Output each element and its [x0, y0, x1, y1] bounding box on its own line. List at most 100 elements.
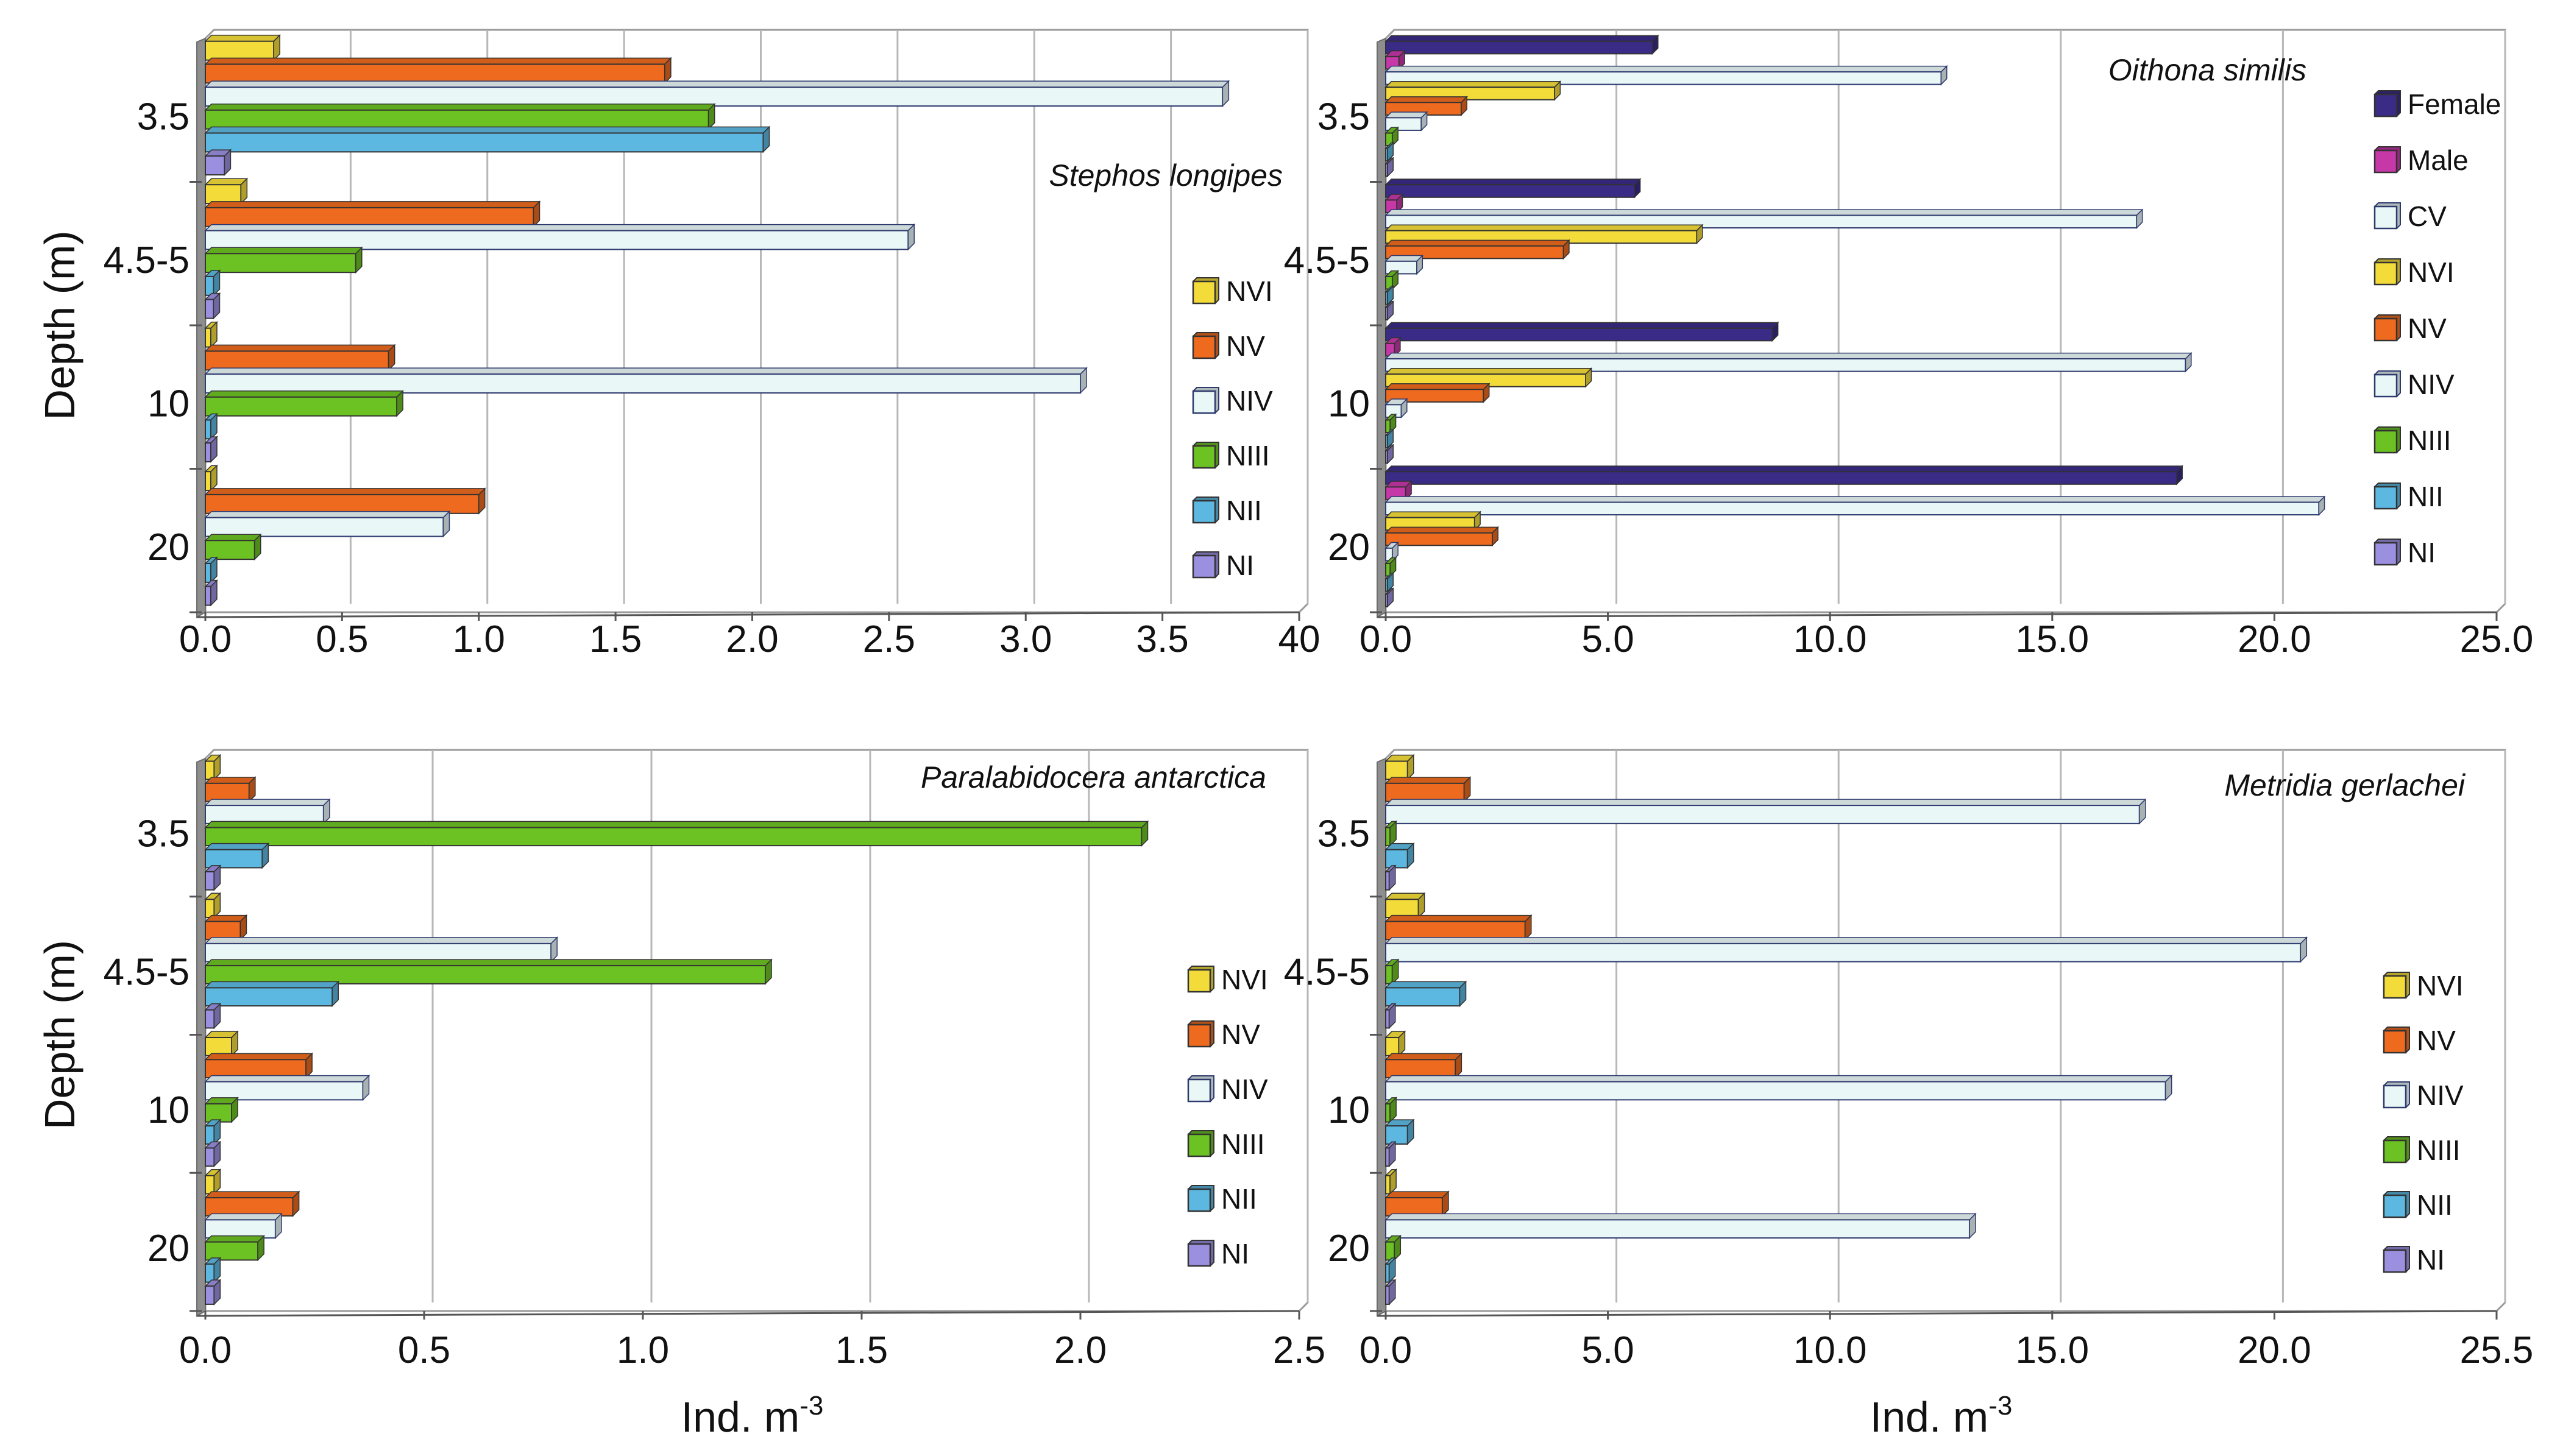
- legend-label: NV: [2408, 313, 2447, 344]
- bar: [204, 487, 486, 515]
- bar: [204, 533, 262, 560]
- bar: [204, 436, 218, 463]
- x-tick-label: 20.0: [2238, 618, 2311, 660]
- x-tick-label: 0.5: [398, 1329, 450, 1371]
- bar: [1384, 776, 1472, 803]
- legend-swatch: [2373, 429, 2398, 454]
- legend-label: Female: [2408, 88, 2501, 120]
- legend-swatch: [2373, 317, 2398, 342]
- legend-label: NVI: [2417, 970, 2464, 1002]
- category-label: 3.5: [137, 96, 190, 138]
- legend-label: NV: [1221, 1019, 1260, 1050]
- legend-swatch: [2373, 542, 2398, 566]
- bar: [1384, 336, 1402, 358]
- legend-swatch: [1192, 554, 1216, 579]
- x-tick-label: 25.0: [2460, 618, 2534, 660]
- legend-label: NIII: [1221, 1128, 1265, 1160]
- plot-side-wall: [1377, 757, 1386, 1317]
- x-tick-label: 1.0: [617, 1329, 669, 1371]
- y-axis-title: Depth (m): [36, 230, 83, 420]
- legend-label: NIV: [1221, 1073, 1268, 1105]
- x-tick-label: 1.5: [589, 618, 642, 660]
- bar: [1384, 398, 1408, 419]
- bar: [204, 1168, 222, 1195]
- bar: [1384, 958, 1400, 985]
- x-tick-label: 2.0: [1054, 1329, 1107, 1371]
- legend-label: NIV: [1226, 385, 1273, 417]
- x-tick-label: 20.0: [2238, 1329, 2311, 1371]
- category-label: 4.5-5: [1284, 951, 1370, 993]
- legend-label: NV: [1226, 330, 1265, 362]
- bar: [1384, 914, 1533, 941]
- bar: [1384, 864, 1397, 891]
- bar: [204, 344, 396, 372]
- chart-panel-2: 0.0 5.0 10.0 15.0 20.0 25.0 3.5 4.5-5 10 20 Oithon…: [1284, 29, 2534, 660]
- category-label: 20: [147, 526, 190, 568]
- plot-side-wall: [196, 37, 206, 618]
- bar: [1384, 754, 1415, 781]
- bar: [204, 34, 281, 62]
- bar: [1384, 1234, 1402, 1262]
- x-tick-label: 0.0: [1359, 618, 1412, 660]
- legend-item: NIV: [1187, 1073, 1268, 1105]
- legend-item: NI: [2383, 1244, 2445, 1276]
- bar: [1384, 892, 1426, 919]
- bar: [1384, 413, 1397, 434]
- bar: [204, 1140, 222, 1167]
- legend-label: CV: [2408, 200, 2447, 232]
- legend-item: Female: [2373, 88, 2501, 120]
- plot-area: [1384, 29, 2506, 613]
- bar: [1384, 1074, 2173, 1101]
- x-tick-label: 0.5: [316, 618, 368, 660]
- species-title: Stephos longipes: [1049, 158, 1283, 193]
- legend-item: NIV: [2373, 369, 2455, 400]
- bar: [204, 200, 541, 228]
- legend-item: NII: [2373, 481, 2444, 512]
- bar: [1384, 465, 2184, 486]
- x-tick-label: 10.0: [1793, 1329, 1867, 1371]
- legend-swatch: [2373, 93, 2398, 118]
- x-tick-label: 0.0: [179, 618, 232, 660]
- bar: [1384, 980, 1467, 1007]
- x-tick-label: 2.0: [726, 618, 778, 660]
- species-title: Oithona similis: [2108, 53, 2306, 87]
- legend-label: NIV: [2417, 1080, 2464, 1111]
- legend-item: NV: [1187, 1019, 1260, 1050]
- legend-item: NVI: [1192, 275, 1273, 307]
- x-tick-label: 2.5: [863, 618, 915, 660]
- legend-item: NIII: [1187, 1128, 1265, 1160]
- category-label: 10: [147, 383, 190, 425]
- x-tick-label: 3.5: [1136, 618, 1189, 660]
- legend-swatch: [2383, 975, 2407, 999]
- category-label: 20: [1328, 1228, 1370, 1270]
- legend-item: NIII: [2373, 425, 2451, 456]
- plot-side-wall: [1377, 37, 1386, 618]
- x-tick-label: 5.0: [1581, 618, 1634, 660]
- bar: [204, 1257, 222, 1284]
- bar: [204, 958, 773, 985]
- legend-label: NI: [1221, 1238, 1249, 1270]
- bar: [1384, 571, 1395, 593]
- bar: [204, 464, 218, 492]
- legend: NVI NV NIV NIII NII NI: [1192, 275, 1273, 581]
- bar: [204, 936, 559, 963]
- bar: [204, 1190, 300, 1217]
- bar: [204, 510, 451, 538]
- bar: [1384, 444, 1395, 465]
- bar: [1384, 269, 1400, 291]
- bar: [1384, 495, 2326, 516]
- category-label: 10: [1328, 383, 1370, 425]
- bar: [1384, 842, 1415, 869]
- legend-swatch: [2383, 1194, 2407, 1218]
- legend-label: NIII: [1226, 440, 1270, 472]
- x-tick-label: 3.0: [999, 618, 1052, 660]
- bar: [204, 149, 232, 176]
- bar: [204, 246, 363, 274]
- bar: [1384, 383, 1491, 403]
- bar: [204, 1279, 222, 1306]
- bar: [204, 320, 218, 348]
- legend-label: NI: [1226, 550, 1254, 581]
- x-axis-title-superscript: -3: [1988, 1391, 2012, 1421]
- legend-item: NIV: [1192, 385, 1273, 417]
- legend-item: NII: [2383, 1189, 2453, 1221]
